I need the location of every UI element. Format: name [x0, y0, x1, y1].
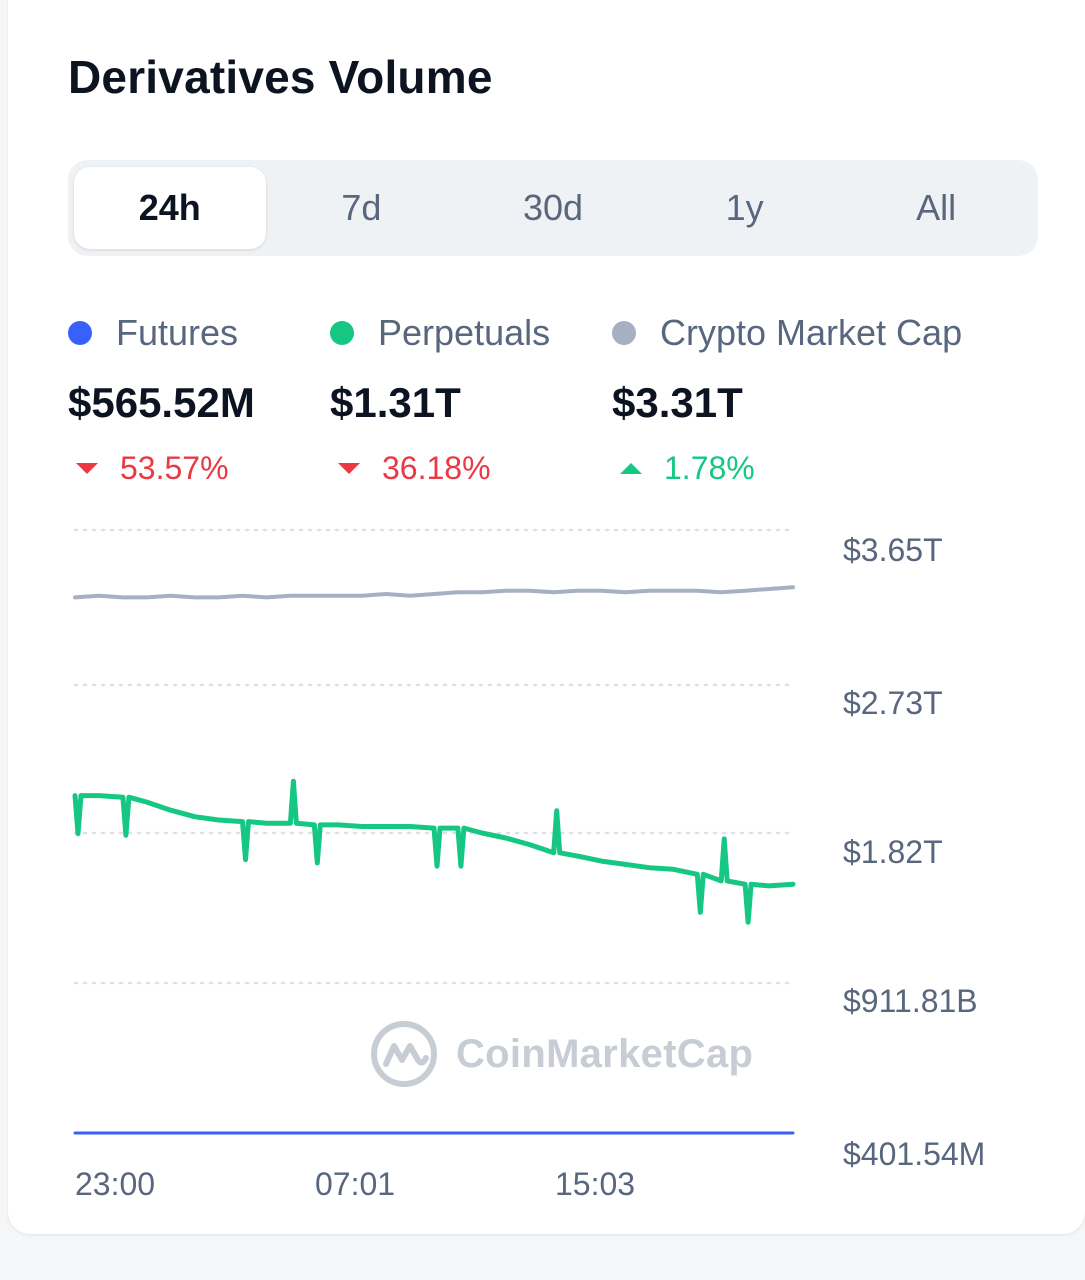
perpetuals-change: 36.18% — [382, 449, 491, 486]
perpetuals-dot-icon — [330, 321, 354, 345]
market-cap-change: 1.78% — [664, 449, 755, 486]
timeframe-tabs: 24h 7d 30d 1y All — [68, 160, 1038, 256]
coinmarketcap-logo-icon — [371, 1021, 437, 1087]
tab-24h[interactable]: 24h — [74, 167, 266, 249]
market-cap-dot-icon — [612, 321, 636, 345]
y-tick-label: $3.65T — [843, 532, 943, 568]
legend-futures-name: Futures — [116, 312, 239, 353]
x-tick-label: 23:00 — [75, 1166, 156, 1202]
watermark-text: CoinMarketCap — [456, 1031, 754, 1076]
x-tick-label: 15:03 — [555, 1166, 636, 1202]
tab-all[interactable]: All — [916, 187, 957, 228]
series-line-market-cap — [73, 585, 795, 600]
futures-value: $565.52M — [68, 379, 255, 426]
perpetuals-change-arrow-icon — [338, 462, 360, 474]
coinmarketcap-watermark: CoinMarketCap — [370, 1020, 753, 1088]
legend-perpetuals[interactable]: Perpetuals $1.31T 36.18% — [330, 310, 550, 488]
tab-1y[interactable]: 1y — [725, 187, 764, 228]
futures-change-arrow-icon — [76, 462, 98, 474]
perpetuals-value: $1.31T — [330, 379, 461, 426]
tab-30d[interactable]: 30d — [522, 187, 584, 228]
y-tick-label: $401.54M — [843, 1136, 986, 1172]
futures-change: 53.57% — [120, 449, 229, 486]
chart-gridlines — [73, 528, 792, 985]
market-cap-value: $3.31T — [612, 379, 743, 426]
futures-dot-icon — [68, 321, 92, 345]
x-tick-label: 07:01 — [315, 1166, 396, 1202]
chart-series — [72, 585, 796, 1135]
legend-perpetuals-name: Perpetuals — [378, 312, 551, 353]
legend-futures[interactable]: Futures $565.52M 53.57% — [68, 310, 255, 488]
y-tick-label: $911.81B — [843, 983, 978, 1019]
series-line-perpetuals — [72, 778, 796, 925]
y-tick-label: $1.82T — [843, 834, 943, 870]
legend-market-cap[interactable]: Crypto Market Cap $3.31T 1.78% — [612, 310, 962, 488]
market-cap-change-arrow-icon — [620, 462, 642, 474]
tab-7d[interactable]: 7d — [341, 187, 382, 228]
y-tick-label: $2.73T — [843, 685, 943, 721]
card-title: Derivatives Volume — [68, 51, 493, 103]
legend-market-cap-name: Crypto Market Cap — [660, 312, 963, 353]
